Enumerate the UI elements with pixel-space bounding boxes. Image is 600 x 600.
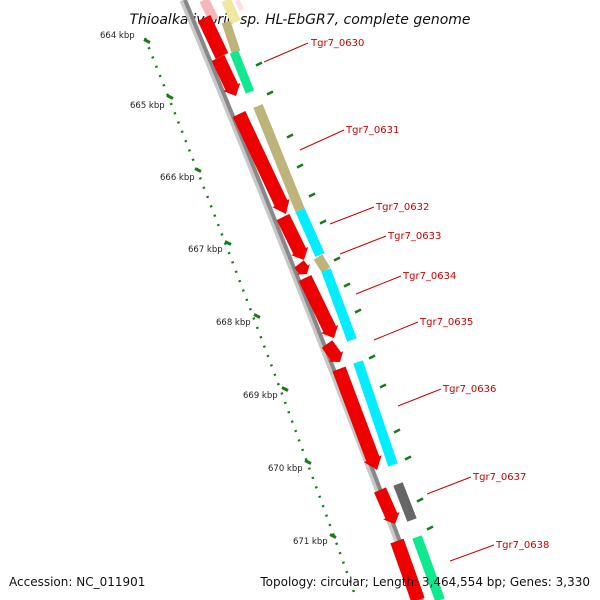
minor-tick [319,219,327,225]
ruler-label: 667 kbp [188,245,223,255]
cds-feature [294,260,310,275]
minor-tick [308,192,316,198]
minor-tick [426,525,434,531]
cog-band-green [412,535,445,600]
cds-feature [211,55,241,96]
cog-band-cyan [295,207,325,258]
minor-tick [343,282,351,288]
cds-feature [232,111,290,214]
ruler-tick [253,313,261,319]
gene-leader-line [329,206,375,225]
ruler-tick [143,38,151,44]
cog-band-cyan [321,268,357,342]
minor-tick [416,497,424,503]
minor-tick [266,90,274,96]
gene-label[interactable]: Tgr7_0635 [419,317,473,328]
cds-feature [197,15,231,61]
ruler-tick [304,459,312,465]
cog-band-khaki [253,104,305,212]
cog-band-green [229,50,255,94]
cds-feature-partial [199,0,219,23]
gene-leader-line [263,42,309,63]
ruler-tick [224,240,232,246]
gene-leader-line [373,321,419,341]
gene-leader-line [397,388,442,407]
gene-label[interactable]: Tgr7_0637 [472,472,526,483]
minor-tick [354,308,362,314]
ruler-label: 670 kbp [268,464,303,474]
minor-tick [368,354,376,360]
ruler-tick [329,533,337,539]
ruler-tick [194,167,202,173]
minor-tick [333,256,341,262]
gene-leader-line [355,275,402,295]
minor-tick [404,455,412,461]
gene-leader-line [339,235,387,255]
minor-tick [393,428,401,434]
cds-feature [321,340,344,362]
gene-label[interactable]: Tgr7_0630 [310,38,364,49]
cds-feature [298,274,339,338]
gene-leader-line [426,476,472,495]
gene-label[interactable]: Tgr7_0634 [402,271,456,282]
ruler-label: 665 kbp [130,101,165,111]
cog-band-khaki [313,254,331,273]
gene-leader-line [299,129,345,151]
gene-label[interactable]: Tgr7_0636 [442,384,496,395]
genome-summary-text: Topology: circular; Length: 3,464,554 bp… [259,575,590,589]
accession-text: Accession: NC_011901 [9,575,145,589]
minor-tick [286,133,294,139]
gene-label[interactable]: Tgr7_0632 [375,202,429,213]
ruler-label: 668 kbp [216,318,251,328]
gene-label[interactable]: Tgr7_0633 [387,231,441,242]
gene-leader-line [449,544,495,562]
cog-band-partial [221,0,241,25]
cds-feature [374,487,400,524]
cds-feature [276,213,309,260]
gene-label[interactable]: Tgr7_0631 [345,125,399,136]
ruler-label: 666 kbp [160,173,195,183]
cog-band-partial [234,0,245,12]
ruler-label: 669 kbp [243,391,278,401]
cds-feature [332,366,382,470]
ruler-tick [281,386,289,392]
cog-band-khaki [221,20,241,54]
gene-label[interactable]: Tgr7_0638 [495,540,549,551]
cds-feature [390,538,427,600]
map-title: Thioalkalivibrio sp. HL-EbGR7, complete … [129,12,470,28]
ruler-label: 664 kbp [100,31,135,41]
ruler-tick [166,94,174,100]
ruler-label: 671 kbp [293,537,328,547]
cog-band-cyan [353,360,398,467]
cog-band-gray [393,482,417,522]
minor-tick [379,383,387,389]
minor-tick [296,163,304,169]
minor-tick [255,61,263,67]
